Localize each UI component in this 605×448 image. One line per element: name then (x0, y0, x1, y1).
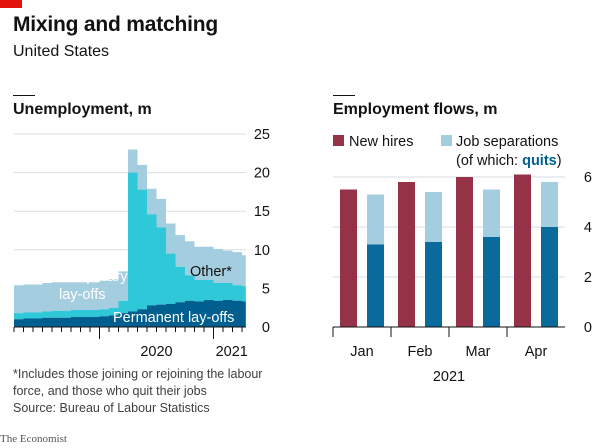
label-temporary-layoffs: Temporary (59, 269, 128, 285)
bar-quits (483, 237, 500, 327)
y-tick-label: 2 (584, 270, 592, 286)
chart-subtitle: United States (13, 43, 110, 60)
y-tick-label: 10 (254, 243, 270, 259)
left-panel-rule (13, 95, 35, 96)
footnote-line-2: force, and those who quit their jobs (13, 384, 207, 398)
area-temporary-layoffs (14, 172, 246, 320)
x-tick-label: 2021 (216, 344, 248, 360)
x-tick-label: Apr (525, 344, 548, 360)
unemployment-chart: 2020 2021 0 5 10 15 20 25 Temporary lay-offs Other… (13, 127, 270, 360)
x-tick-label: Jan (350, 344, 373, 360)
x-tick-label: Feb (408, 344, 433, 360)
bar-quits (541, 227, 558, 327)
area-permanent-layoffs (14, 299, 246, 327)
legend-label-new-hires: New hires (349, 134, 413, 150)
area-other (14, 149, 246, 314)
legend-quits-prefix: (of which: (456, 153, 522, 169)
y-tick-label: 15 (254, 204, 270, 220)
legend-swatch-new-hires (333, 135, 344, 146)
y-tick-label: 6 (584, 170, 592, 186)
y-tick-label: 25 (254, 127, 270, 143)
footnote: *Includes those joining or rejoining the… (13, 366, 262, 400)
source-note: Source: Bureau of Labour Statistics (13, 401, 210, 415)
label-other: Other* (190, 264, 232, 280)
legend-label-job-separations: Job separations (456, 134, 558, 150)
legend-quits-suffix: ) (557, 153, 562, 169)
y-tick-label: 4 (584, 220, 592, 236)
label-permanent-layoffs: Permanent lay-offs (113, 310, 234, 326)
bar-new-hires (514, 174, 531, 327)
label-temporary-layoffs-line2: lay-offs (59, 287, 105, 303)
x-tick-label: Mar (466, 344, 491, 360)
x-axis-year-label: 2021 (433, 369, 465, 385)
legend-quits-word: quits (522, 153, 557, 169)
brand-name: The Economist (0, 433, 67, 445)
y-tick-label: 0 (262, 320, 270, 336)
bar-new-hires (456, 177, 473, 327)
bar-new-hires (398, 182, 415, 327)
legend-swatch-job-separations (441, 135, 452, 146)
left-panel-title: Unemployment, m (13, 101, 152, 118)
x-tick-label: 2020 (140, 344, 172, 360)
footnote-line-1: *Includes those joining or rejoining the… (13, 367, 263, 381)
employment-flows-chart: New hires Job separations (of which: quits… (332, 134, 592, 385)
y-tick-label: 5 (262, 281, 270, 297)
legend-label-quits-line: (of which: quits) (456, 153, 562, 169)
brand-red-tag (0, 0, 22, 8)
chart-title: Mixing and matching (13, 13, 219, 36)
y-tick-label: 20 (254, 166, 270, 182)
y-tick-label: 0 (584, 320, 592, 336)
bar-quits (367, 244, 384, 327)
right-panel-title: Employment flows, m (333, 101, 498, 118)
bar-quits (425, 242, 442, 327)
right-panel-rule (333, 95, 355, 96)
bar-new-hires (340, 189, 357, 327)
